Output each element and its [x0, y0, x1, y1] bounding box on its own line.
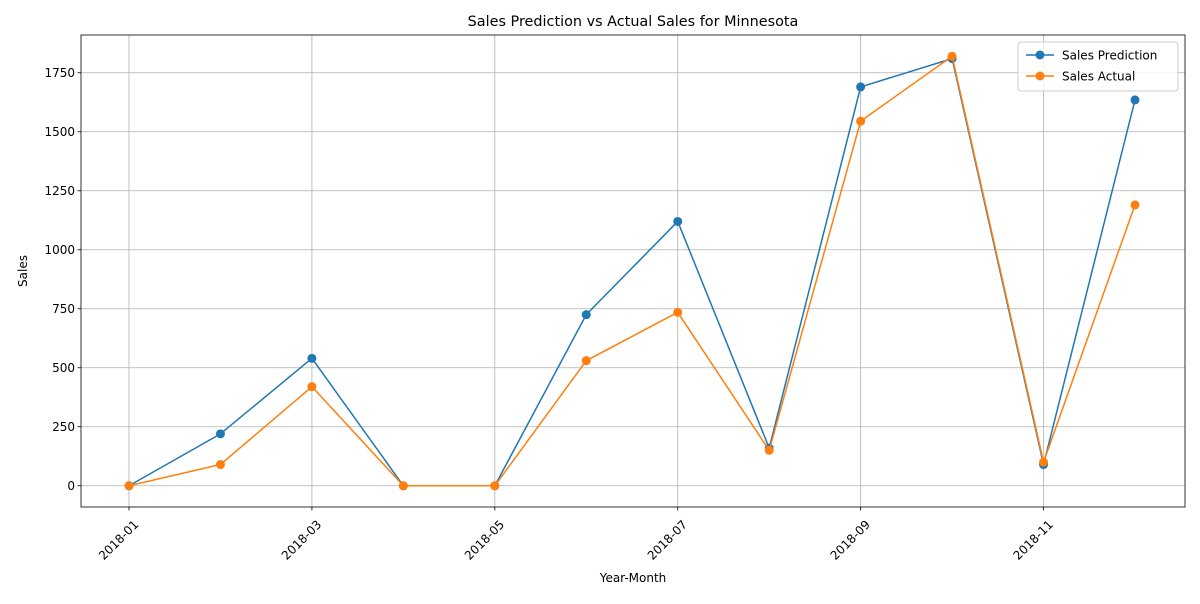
y-tick-label: 1750 [44, 66, 75, 80]
series-line [128, 55, 1136, 487]
legend-item: Sales Actual [1026, 69, 1135, 83]
legend-label: Sales Actual [1062, 69, 1135, 83]
x-axis-label: Year-Month [599, 571, 667, 585]
data-point [307, 353, 317, 363]
y-tick-label: 250 [52, 420, 75, 434]
grid-lines [81, 35, 1185, 507]
data-point [1039, 457, 1049, 467]
legend-label: Sales Prediction [1062, 48, 1157, 62]
data-point [398, 481, 408, 491]
data-point [856, 116, 866, 126]
y-axis-label: Sales [16, 255, 30, 287]
legend-item: Sales Prediction [1026, 48, 1157, 62]
data-point [764, 445, 774, 455]
y-tick-label: 500 [52, 361, 75, 375]
data-point [673, 216, 683, 226]
plot-frame [80, 34, 1186, 508]
y-tick-label: 0 [67, 479, 75, 493]
data-point [1130, 200, 1140, 210]
y-tick-label: 1500 [44, 125, 75, 139]
data-point [124, 481, 134, 491]
legend-marker [1035, 50, 1045, 60]
data-point [581, 356, 591, 366]
data-point [215, 429, 225, 439]
y-tick-label: 1000 [44, 243, 75, 257]
chart-legend: Sales Prediction Sales Actual [1017, 41, 1179, 92]
series-lines [124, 51, 1140, 491]
y-tick-label: 1250 [44, 184, 75, 198]
legend-marker [1035, 71, 1045, 81]
data-point [673, 307, 683, 317]
legend-box [1017, 41, 1179, 92]
data-point [490, 481, 500, 491]
data-point [307, 382, 317, 392]
data-point [215, 460, 225, 470]
data-point [581, 310, 591, 320]
data-point [1130, 95, 1140, 105]
data-point [947, 51, 957, 61]
data-point [856, 82, 866, 92]
series-actual [124, 51, 1140, 491]
chart-title: Sales Prediction vs Actual Sales for Min… [468, 14, 799, 30]
y-tick-label: 750 [52, 302, 75, 316]
